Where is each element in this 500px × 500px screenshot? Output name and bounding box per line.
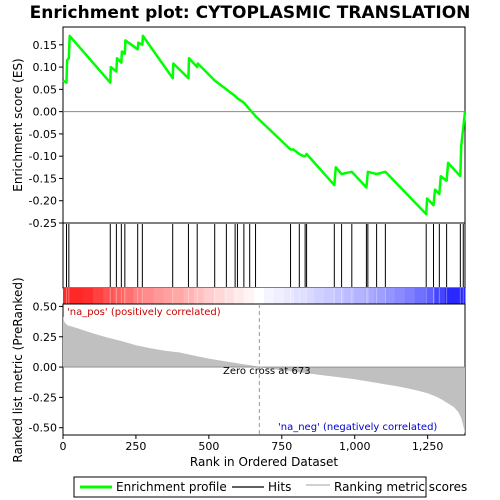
legend-label-hits: Hits: [268, 480, 291, 494]
metric-y-tick-label: -0.50: [29, 422, 57, 435]
x-tick-label: 0: [60, 440, 67, 453]
color-band-segment: [93, 288, 104, 304]
color-band-segment: [304, 288, 315, 304]
es-y-tick-label: -0.05: [29, 128, 57, 141]
es-y-tick-label: -0.20: [29, 195, 57, 208]
legend-label-enrichment-profile: Enrichment profile: [116, 480, 227, 494]
color-band-segment: [73, 288, 84, 304]
color-band-segment: [274, 288, 285, 304]
color-band-segment: [374, 288, 386, 304]
color-band-segment: [314, 288, 325, 304]
color-band-segment: [213, 288, 225, 304]
hits-panel-frame: [62, 222, 466, 289]
color-band-segment: [163, 288, 175, 304]
color-band-segment: [63, 288, 74, 304]
metric-y-tick-label: 0.50: [33, 300, 58, 313]
color-band-segment: [454, 288, 466, 304]
color-band-segment: [264, 288, 275, 304]
color-band-segment: [203, 288, 215, 304]
color-band-segment: [354, 288, 365, 304]
color-band-segment: [414, 288, 426, 304]
chart-title: Enrichment plot: CYTOPLASMIC TRANSLATION: [30, 3, 471, 23]
metric-y-tick-label: 0.25: [33, 331, 58, 344]
color-band-segment: [384, 288, 396, 304]
color-band-segment: [253, 288, 265, 304]
color-band-segment: [113, 288, 124, 304]
color-band-segment: [324, 288, 335, 304]
ranking-metric-area: [63, 316, 465, 434]
es-y-tick-label: -0.10: [29, 150, 57, 163]
color-band-segment: [294, 288, 305, 304]
color-band-segment: [284, 288, 295, 304]
x-tick-label: 250: [125, 440, 146, 453]
color-band-segment: [153, 288, 164, 304]
color-band-segment: [233, 288, 245, 304]
color-band-segment: [223, 288, 235, 304]
color-band-segment: [103, 288, 114, 304]
metric-y-axis-label: Ranked list metric (PreRanked): [11, 277, 25, 462]
color-band-segment: [193, 288, 205, 304]
x-tick-label: 1,250: [412, 440, 444, 453]
enrichment-profile-line: [62, 34, 467, 216]
es-y-tick-label: 0.05: [33, 83, 58, 96]
color-band-segment: [394, 288, 406, 304]
metric-y-tick-label: -0.25: [29, 391, 57, 404]
x-tick-label: 750: [271, 440, 292, 453]
color-band-segment: [444, 288, 456, 304]
x-tick-label: 1,000: [339, 440, 371, 453]
pos-correlated-label: 'na_pos' (positively correlated): [67, 307, 221, 318]
color-band-segment: [123, 288, 134, 304]
es-y-tick-label: -0.25: [29, 217, 57, 230]
metric-y-tick-label: 0.00: [33, 361, 58, 374]
color-band-segment: [173, 288, 185, 304]
color-band-segment: [83, 288, 94, 304]
es-y-tick-label: -0.15: [29, 172, 57, 185]
color-band-segment: [243, 288, 255, 304]
es-y-axis-label: Enrichment score (ES): [11, 58, 25, 191]
neg-correlated-label: 'na_neg' (negatively correlated): [278, 422, 437, 433]
color-band-segment: [424, 288, 436, 304]
es-y-tick-label: 0.00: [33, 106, 58, 119]
color-band-segment: [133, 288, 144, 304]
zero-cross-label: Zero cross at 673: [223, 366, 311, 377]
color-band-segment: [434, 288, 446, 304]
es-y-tick-label: 0.15: [33, 39, 58, 52]
color-band-segment: [143, 288, 154, 304]
color-band-segment: [364, 288, 376, 304]
color-band-segment: [334, 288, 345, 304]
color-band-segment: [404, 288, 416, 304]
legend-label-ranking-metric: Ranking metric scores: [334, 480, 467, 494]
color-band-segment: [344, 288, 355, 304]
x-tick-label: 500: [198, 440, 219, 453]
color-band-segment: [183, 288, 195, 304]
x-axis-label: Rank in Ordered Dataset: [190, 455, 338, 469]
es-y-tick-label: 0.10: [33, 61, 58, 74]
